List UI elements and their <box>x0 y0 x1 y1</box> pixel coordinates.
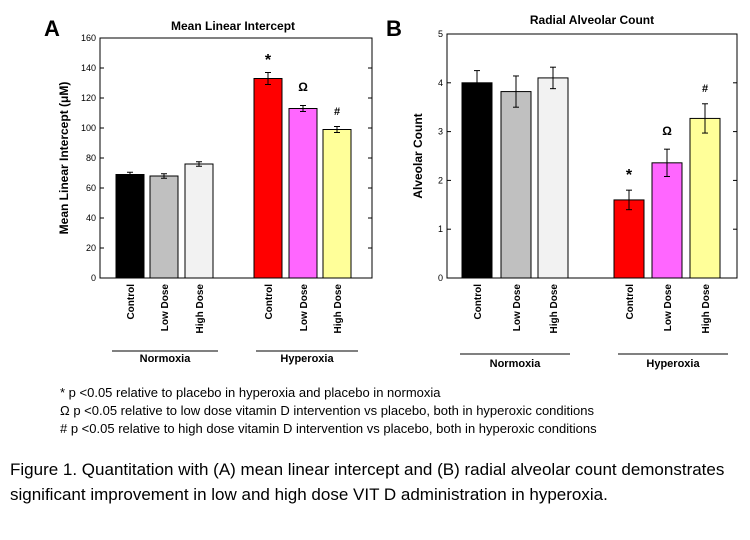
bar <box>537 77 569 279</box>
note-omega: Ω p <0.05 relative to low dose vitamin D… <box>60 403 594 418</box>
y-tick-label: 2 <box>438 175 443 185</box>
category-label: Low Dose <box>663 284 674 332</box>
category-label: Control <box>473 284 484 320</box>
bar <box>288 108 318 279</box>
panel-a: A Mean Linear Intercept Mean Linear Interc… <box>44 16 373 365</box>
y-tick-label: 120 <box>81 93 96 103</box>
significance-notes: * p <0.05 relative to placebo in hyperox… <box>60 384 597 438</box>
bar <box>184 163 214 279</box>
category-label: High Dose <box>195 284 206 334</box>
significance-marker: * <box>626 167 633 184</box>
category-label: Control <box>625 284 636 320</box>
y-tick-label: 60 <box>86 183 96 193</box>
y-tick-label: 40 <box>86 213 96 223</box>
panel-b: B Radial Alveolar Count Alveolar Count 0 1 2 3… <box>386 13 738 370</box>
y-tick-label: 20 <box>86 243 96 253</box>
bar <box>461 82 493 279</box>
category-label: High Dose <box>701 284 712 334</box>
panel-letter: B <box>386 16 402 41</box>
y-tick-label: 5 <box>438 29 443 39</box>
significance-marker: Ω <box>662 124 672 138</box>
y-tick-label: 3 <box>438 127 443 137</box>
category-label: Low Dose <box>512 284 523 332</box>
significance-marker: * <box>265 52 272 69</box>
bar <box>253 78 283 279</box>
y-tick-label: 80 <box>86 153 96 163</box>
category-label: Control <box>126 284 137 320</box>
bar <box>613 199 645 279</box>
y-tick-label: 4 <box>438 78 443 88</box>
figure-caption: Figure 1. Quantitation with (A) mean lin… <box>10 460 725 504</box>
y-tick-label: 0 <box>438 273 443 283</box>
y-tick-label: 140 <box>81 63 96 73</box>
y-axis-label: Alveolar Count <box>411 113 425 198</box>
category-label: Low Dose <box>160 284 171 332</box>
plot-frame <box>446 33 738 279</box>
chart-title: Mean Linear Intercept <box>171 19 295 33</box>
y-tick-label: 100 <box>81 123 96 133</box>
y-axis-label: Mean Linear Intercept (μM) <box>57 82 71 235</box>
y-tick-label: 1 <box>438 224 443 234</box>
bar <box>651 162 683 279</box>
significance-marker: # <box>334 106 340 118</box>
category-label: Control <box>264 284 275 320</box>
group-label: Normoxia <box>490 358 542 370</box>
category-label: Low Dose <box>299 284 310 332</box>
bar <box>689 117 721 279</box>
group-label: Hyperoxia <box>280 353 334 365</box>
figure-charts: A Mean Linear Intercept Mean Linear Interc… <box>44 13 738 370</box>
y-tick-label: 0 <box>91 273 96 283</box>
bar <box>500 91 532 279</box>
panel-letter: A <box>44 16 60 41</box>
group-label: Normoxia <box>140 353 192 365</box>
bar <box>115 174 145 279</box>
category-label: High Dose <box>333 284 344 334</box>
bar <box>322 129 352 279</box>
significance-marker: # <box>702 83 708 95</box>
group-label: Hyperoxia <box>646 358 700 370</box>
chart-title: Radial Alveolar Count <box>530 13 654 27</box>
y-tick-label: 160 <box>81 33 96 43</box>
bar <box>149 175 179 279</box>
note-hash: # p <0.05 relative to high dose vitamin … <box>60 421 597 436</box>
significance-marker: Ω <box>298 80 308 94</box>
category-label: High Dose <box>549 284 560 334</box>
note-asterisk: * p <0.05 relative to placebo in hyperox… <box>60 385 441 400</box>
